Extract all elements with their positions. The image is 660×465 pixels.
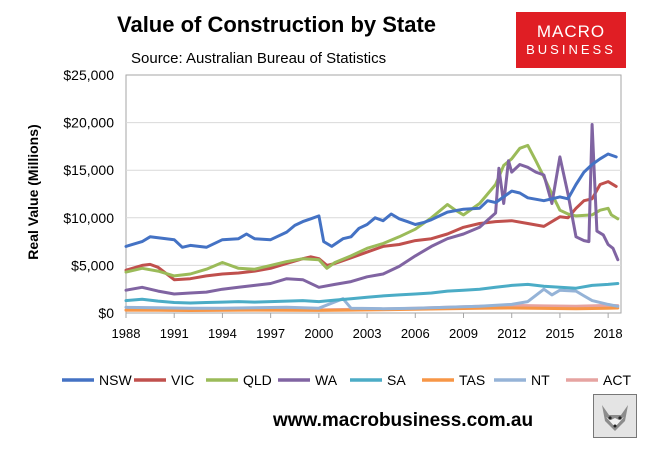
- series-line-sa: [124, 282, 620, 305]
- x-tick-label: 2000: [304, 326, 333, 341]
- x-tick-label: 2003: [353, 326, 382, 341]
- y-axis-label: Real Value (Millions): [25, 124, 41, 259]
- macrobusiness-logo: MACRO BUSINESS: [516, 12, 626, 68]
- series-line-vic: [124, 180, 618, 282]
- logo-line-1: MACRO: [536, 22, 606, 41]
- series-line-nt: [124, 287, 620, 311]
- x-tick-label: 1994: [208, 326, 237, 341]
- x-tick-label: 2015: [545, 326, 574, 341]
- x-tick-label: 2009: [449, 326, 478, 341]
- legend-label-sa: SA: [387, 372, 406, 388]
- y-tick-label: $25,000: [63, 67, 114, 83]
- x-tick-label: 1997: [256, 326, 285, 341]
- series-line-wa: [124, 123, 620, 296]
- series-layer: [124, 123, 620, 312]
- legend-label-nsw: NSW: [99, 372, 132, 388]
- legend-label-nt: NT: [531, 372, 550, 388]
- y-tick-label: $10,000: [63, 210, 114, 226]
- plot-area-frame: [125, 74, 622, 314]
- axis-layer: $0 $5,000 $10,000 $15,000 $20,000 $25,000 1988…: [63, 67, 622, 341]
- y-tick-label: $0: [98, 305, 114, 321]
- legend-label-act: ACT: [603, 372, 631, 388]
- legend-label-qld: QLD: [243, 372, 272, 388]
- legend-label-tas: TAS: [459, 372, 485, 388]
- x-tick-label: 2006: [401, 326, 430, 341]
- legend: NSW VIC QLD WA SA TAS NT ACT: [62, 372, 631, 388]
- legend-label-wa: WA: [315, 372, 338, 388]
- chart-subtitle: Source: Australian Bureau of Statistics: [131, 50, 387, 67]
- fox-mascot-badge: [593, 394, 637, 438]
- logo-line-2: BUSINESS: [526, 42, 616, 57]
- x-tick-label: 2012: [497, 326, 526, 341]
- website-url: www.macrobusiness.com.au: [273, 410, 534, 431]
- x-tick-label: 1991: [160, 326, 189, 341]
- y-tick-label: $5,000: [71, 257, 114, 273]
- y-tick-label: $20,000: [63, 115, 114, 131]
- series-line-qld: [124, 143, 620, 278]
- series-line-nsw: [124, 152, 618, 249]
- y-tick-label: $15,000: [63, 162, 114, 178]
- x-tick-label: 2018: [594, 326, 623, 341]
- legend-label-vic: VIC: [171, 372, 194, 388]
- chart-title: Value of Construction by State: [117, 12, 437, 37]
- x-tick-label: 1988: [112, 326, 141, 341]
